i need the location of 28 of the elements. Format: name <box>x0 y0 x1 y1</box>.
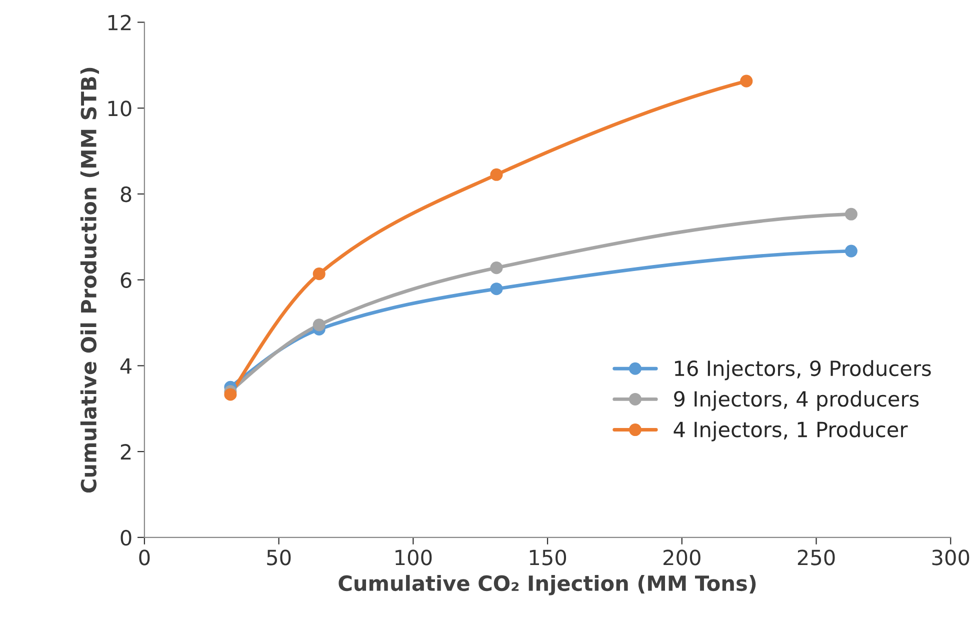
y-tick-label: 6 <box>120 272 132 288</box>
x-axis-title: Cumulative CO₂ Injection (MM Tons) <box>338 574 756 596</box>
point <box>224 388 237 401</box>
y-tick-label: 0 <box>120 530 132 546</box>
x-tick-label: 200 <box>664 550 700 566</box>
y-tick-label: 12 <box>108 14 131 30</box>
x-tick-label: 250 <box>798 550 835 566</box>
x-tick-label: 150 <box>530 550 566 566</box>
y-tick-label: 8 <box>120 186 132 202</box>
point <box>312 268 326 280</box>
legend-label: 4 Injectors, 1 Producer <box>674 421 908 442</box>
point <box>490 168 503 181</box>
legend-label: 16 Injectors, 9 Producers <box>675 360 931 380</box>
y-tick-label: 10 <box>108 100 132 116</box>
x-tick-label: 100 <box>396 550 432 566</box>
y-tick-label: 4 <box>120 358 132 374</box>
point <box>844 208 858 220</box>
x-tick-label: 50 <box>267 550 291 566</box>
x-tick-label: 300 <box>932 550 970 566</box>
point <box>844 244 858 258</box>
point <box>490 262 503 274</box>
point <box>740 74 753 88</box>
y-axis-title: Cumulative Oil Production (MM STB) <box>80 68 99 493</box>
x-tick-label: 0 <box>139 550 150 566</box>
point <box>312 318 326 332</box>
legend-label: 9 Injectors, 4 producers <box>674 390 919 411</box>
y-tick-label: 2 <box>120 444 131 460</box>
point <box>490 282 503 296</box>
